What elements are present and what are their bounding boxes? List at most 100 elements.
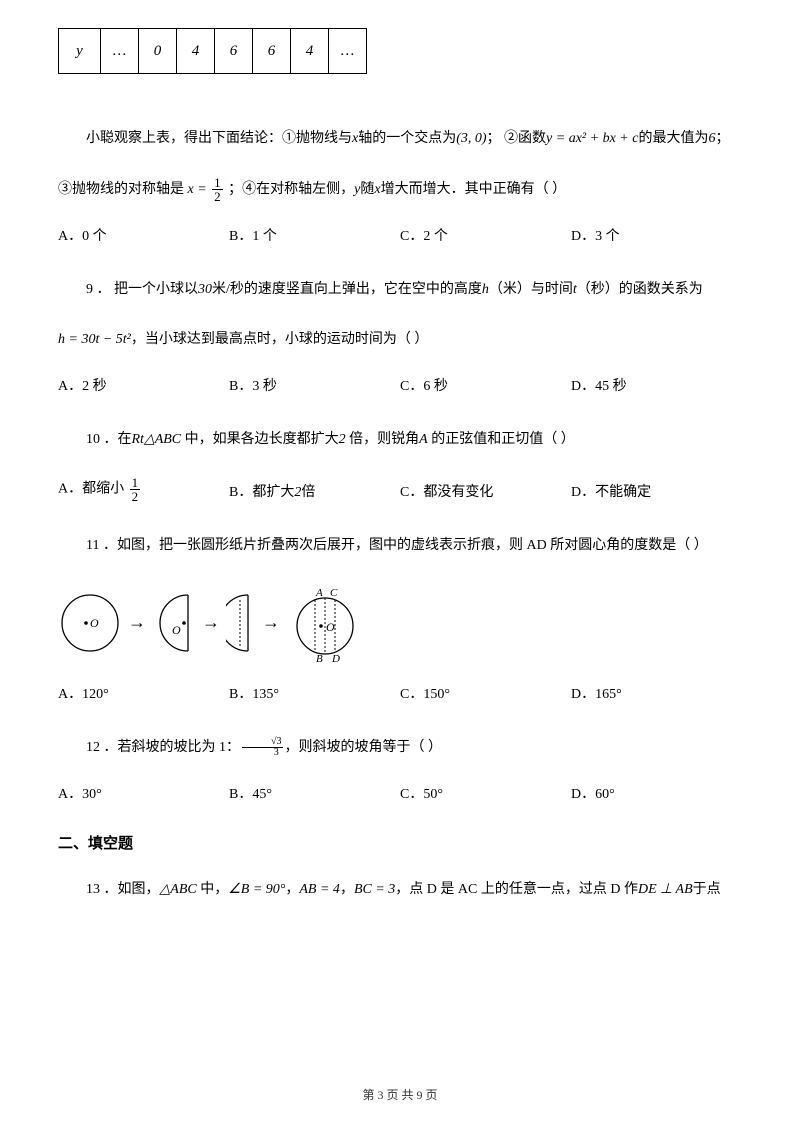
option-a: A．都缩小 12	[58, 476, 229, 503]
option-b: B．3 秒	[229, 376, 400, 397]
label-A: A	[315, 587, 323, 599]
page-footer: 第 3 页 共 9 页	[0, 1086, 800, 1104]
option-b: B．45°	[229, 784, 400, 805]
option-c: C．50°	[400, 784, 571, 805]
fold-half: O	[152, 591, 196, 655]
option-a: A．2 秒	[58, 376, 229, 397]
text: ； ②函数	[487, 131, 547, 146]
option-c: C．150°	[400, 684, 571, 705]
label-B: B	[316, 653, 323, 662]
text: 米/秒的速度竖直向上弹出，它在空中的高度	[212, 282, 482, 297]
math-de: DE ⊥ AB	[638, 882, 693, 897]
data-table: y … 0 4 6 6 4 …	[58, 28, 367, 74]
q11-diagram: O → O → → O A C B D	[58, 584, 742, 662]
label-o: O	[172, 623, 181, 637]
math-tri: △ABC	[160, 882, 197, 897]
table-row: y … 0 4 6 6 4 …	[59, 29, 367, 74]
math-xeq: x =	[188, 182, 207, 197]
text: 10 ．在	[86, 432, 132, 447]
math-eq: h = 30t − 5t²	[58, 332, 131, 347]
label-o: O	[326, 620, 335, 634]
text: 中，	[197, 882, 229, 897]
numerator: 1	[212, 176, 223, 190]
option-d: D．3 个	[571, 226, 742, 247]
option-c: C．2 个	[400, 226, 571, 247]
arrow-icon: →	[128, 609, 146, 636]
denominator: 2	[130, 490, 141, 503]
text: 小聪观察上表，得出下面结论：①抛物线与	[86, 131, 352, 146]
text: ，点 D 是 AC 上的任意一点，过点 D 作	[395, 882, 638, 897]
q9-options: A．2 秒 B．3 秒 C．6 秒 D．45 秒	[58, 376, 742, 397]
text: 轴的一个交点为	[358, 131, 456, 146]
q8-options: A．0 个 B．1 个 C．2 个 D．3 个	[58, 226, 742, 247]
opt-a-prefix: A．都缩小	[58, 482, 124, 497]
text: 9 ． 把一个小球以	[86, 282, 198, 297]
text: 的最大值为	[638, 131, 708, 146]
opt-b-suf: 倍	[301, 485, 315, 500]
denominator: 3	[242, 748, 283, 758]
row-label: y	[59, 29, 101, 74]
math-A: A	[419, 432, 428, 447]
text: 13 ．如图，	[86, 882, 160, 897]
q10-options: A．都缩小 12 B．都扩大2倍 C．都没有变化 D．不能确定	[58, 476, 742, 503]
text: ，则斜坡的坡角等于（ ）	[285, 740, 443, 755]
text: ，	[285, 882, 299, 897]
math-h: h	[482, 282, 489, 297]
math-ab: AB = 4	[299, 882, 340, 897]
fold-circle-1: O	[58, 591, 122, 655]
q8-para2: ③抛物线的对称轴是 x = 12 ；④在对称轴左侧，y随x增大而增大．其中正确有…	[58, 175, 742, 206]
label-C: C	[330, 587, 338, 599]
opt-b-prefix: B．都扩大	[229, 485, 294, 500]
q11-para: 11 ．如图，把一张圆形纸片折叠两次后展开，图中的虚线表示折痕，则 AD 所对圆…	[58, 531, 742, 562]
data-table-container: y … 0 4 6 6 4 …	[58, 28, 742, 74]
text: （米）与时间	[489, 282, 573, 297]
section-title: 二、填空题	[58, 833, 742, 856]
eq-text: h = 30t − 5t²	[58, 332, 131, 347]
math-2: 2	[339, 432, 346, 447]
text: ；	[715, 131, 729, 146]
math-bc: BC = 3	[354, 882, 395, 897]
text: 的正弦值和正切值（ ）	[428, 432, 575, 447]
q9-para: 9 ． 把一个小球以30米/秒的速度竖直向上弹出，它在空中的高度h（米）与时间t…	[58, 275, 742, 306]
option-a: A．0 个	[58, 226, 229, 247]
text: ，当小球达到最高点时，小球的运动时间为（ ）	[131, 332, 429, 347]
text: 随	[360, 182, 374, 197]
label-D: D	[331, 653, 340, 662]
q10-para: 10 ．在Rt△ABC 中，如果各边长度都扩大2 倍，则锐角A 的正弦值和正切值…	[58, 425, 742, 456]
cell: 4	[291, 29, 329, 74]
option-a: A．30°	[58, 784, 229, 805]
q9-eq-line: h = 30t − 5t²，当小球达到最高点时，小球的运动时间为（ ）	[58, 325, 742, 356]
math-ang: ∠B = 90°	[228, 882, 285, 897]
q12-options: A．30° B．45° C．50° D．60°	[58, 784, 742, 805]
text: （秒）的函数关系为	[577, 282, 703, 297]
option-c: C．6 秒	[400, 376, 571, 397]
q8-para1: 小聪观察上表，得出下面结论：①抛物线与x轴的一个交点为(3, 0)； ②函数y …	[58, 124, 742, 155]
text: 增大而增大．其中正确有（ ）	[381, 182, 567, 197]
option-b: B．1 个	[229, 226, 400, 247]
text: ；④在对称轴左侧，	[228, 182, 354, 197]
fraction: 12	[212, 176, 223, 203]
fold-quarter	[226, 591, 256, 655]
text: 倍，则锐角	[346, 432, 420, 447]
cell: 4	[177, 29, 215, 74]
text: 12 ．若斜坡的坡比为 1：	[86, 740, 240, 755]
fold-unfolded: O A C B D	[286, 584, 364, 662]
text: 于点	[693, 882, 721, 897]
denominator: 2	[212, 190, 223, 203]
option-d: D．60°	[571, 784, 742, 805]
arrow-icon: →	[262, 609, 280, 636]
option-d: D．45 秒	[571, 376, 742, 397]
text: 中，如果各边长度都扩大	[181, 432, 339, 447]
cell: …	[101, 29, 139, 74]
fraction: √33	[242, 737, 283, 758]
option-a: A．120°	[58, 684, 229, 705]
cell: 6	[253, 29, 291, 74]
text: ，	[340, 882, 354, 897]
cell: 0	[139, 29, 177, 74]
label-o: O	[90, 616, 99, 630]
q11-options: A．120° B．135° C．150° D．165°	[58, 684, 742, 705]
math-pt: (3, 0)	[456, 131, 486, 146]
text: ③抛物线的对称轴是	[58, 182, 184, 197]
option-b: B．都扩大2倍	[229, 482, 400, 503]
q13-para: 13 ．如图，△ABC 中，∠B = 90°，AB = 4，BC = 3，点 D…	[58, 875, 742, 906]
